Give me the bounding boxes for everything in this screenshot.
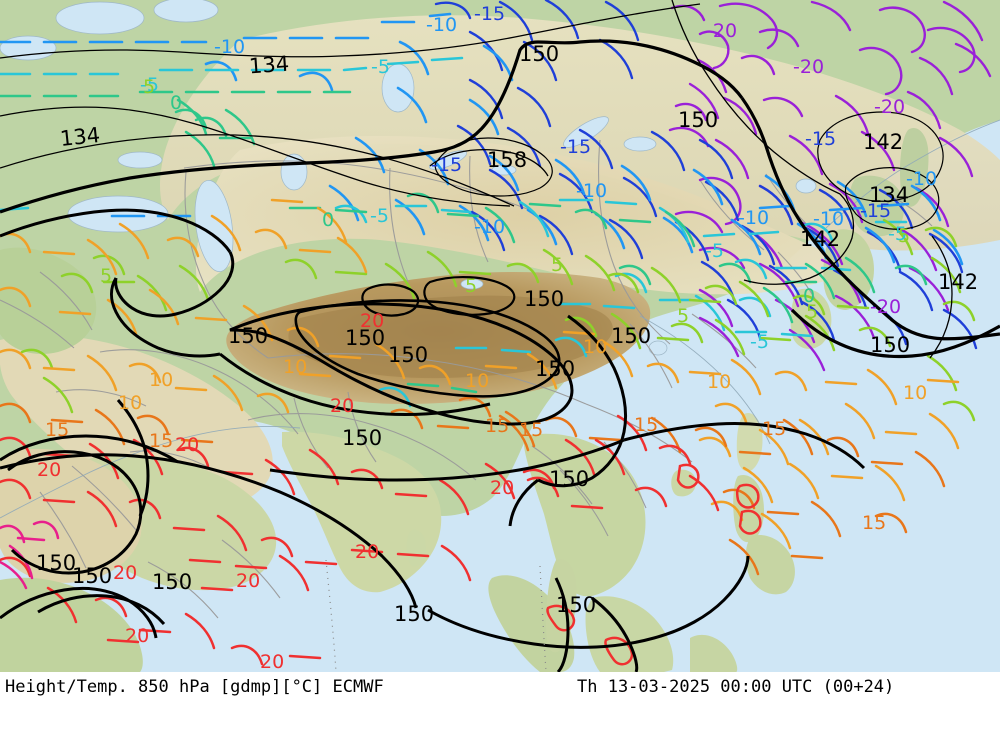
map-footer: Height/Temp. 850 hPa [gdmp][°C] ECMWF Th…	[0, 672, 1000, 733]
lake-caspian	[194, 180, 234, 272]
island-borneo	[585, 596, 674, 672]
lakes	[0, 0, 817, 356]
contour-150-borneo	[591, 596, 639, 672]
region-central-asia-desert	[195, 135, 860, 295]
contour-150-arabia	[0, 434, 179, 464]
contour-142-curve-2	[743, 193, 855, 285]
footer-product-label: Height/Temp. 850 hPa [gdmp][°C] ECMWF	[5, 677, 384, 697]
footer-valid-time-label: Th 13-03-2025 00:00 UTC (00+24)	[577, 677, 895, 697]
contour-134-north	[0, 3, 701, 59]
region-east-africa	[0, 577, 143, 672]
contour-150-sunda	[427, 555, 750, 649]
contour-150-zagros	[114, 251, 235, 318]
island-sulawesi	[690, 634, 738, 672]
country-borders	[0, 139, 933, 619]
contour-158-plateau-b	[423, 275, 516, 316]
contour-150-china-east	[537, 314, 628, 488]
island-taiwan	[736, 412, 763, 472]
region-india-peninsula	[282, 431, 442, 593]
island-sakhalin	[900, 128, 929, 207]
height-contours	[0, 0, 1000, 672]
lake-north-3	[153, 0, 219, 23]
maritime-boundary-dotted	[325, 559, 547, 672]
contour-158-tibet-n	[429, 148, 549, 177]
contour-150-iran	[0, 208, 232, 253]
contour-150-india-south	[0, 453, 418, 609]
region-ethiopia-highlands	[0, 448, 142, 583]
contour-158-plateau-a	[361, 283, 420, 317]
contour-150-india-north	[219, 352, 491, 417]
lake-siberia-2	[117, 151, 163, 169]
contour-150-tibet-inner	[294, 299, 561, 398]
temp-contour-plus15	[0, 396, 946, 576]
contour-142-east	[929, 235, 953, 359]
lake-poyang	[648, 340, 668, 356]
lake-north-1	[55, 1, 145, 35]
map-canvas[interactable]: 134 134 150 158 150 142 134 142 142 150 150 150 150 1…	[0, 0, 1000, 672]
contour-150-bengal	[269, 438, 625, 482]
region-indochina	[524, 433, 646, 597]
contour-150-japan	[790, 308, 1000, 359]
lake-qinghai	[460, 278, 484, 290]
contour-150-main	[0, 39, 744, 214]
contour-142-curve	[671, 0, 841, 195]
contour-150-horn	[37, 594, 166, 625]
island-sri-lanka	[406, 529, 426, 567]
contour-142-loop-ne	[817, 111, 944, 202]
lake-aral	[280, 153, 308, 191]
contour-150-gulf	[110, 277, 221, 358]
contour-150-indochina	[623, 422, 866, 470]
temp-contour-plus20	[0, 414, 762, 666]
contour-134-south	[0, 106, 511, 207]
contour-150-malay	[554, 577, 570, 672]
lake-khanka	[795, 178, 817, 194]
contour-150-red-sea	[116, 399, 150, 517]
temp-contour-plus10	[0, 198, 960, 550]
contour-150-africa	[0, 586, 158, 639]
island-philippines-visayas	[745, 534, 795, 595]
contour-158-loop	[434, 137, 553, 197]
contour-150-tibet	[229, 302, 574, 426]
contour-150-ethiopia	[7, 450, 143, 575]
contour-134-loop-ne	[844, 167, 940, 230]
temp-contour-plus5	[20, 218, 976, 422]
lake-siberia-1	[623, 136, 657, 152]
contour-150-east-descend	[740, 97, 1000, 341]
temp-contour-zero	[0, 90, 928, 394]
contour-150-china-coast	[508, 478, 539, 527]
